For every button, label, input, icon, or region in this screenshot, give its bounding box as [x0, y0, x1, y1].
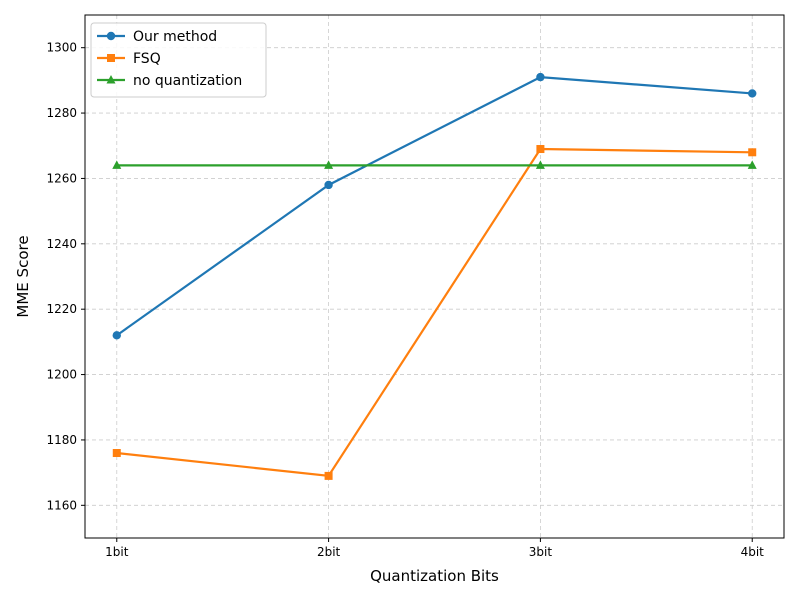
- y-axis-title: MME Score: [14, 235, 32, 317]
- legend-label: no quantization: [133, 73, 242, 89]
- data-point: [112, 160, 122, 169]
- series-2: [112, 160, 757, 169]
- y-tick-label: 1180: [46, 433, 77, 447]
- legend-box: [90, 22, 267, 98]
- series-line: [116, 75, 753, 337]
- y-tick-label: 1200: [46, 368, 77, 382]
- x-axis-title: Quantization Bits: [370, 567, 499, 585]
- legend: Our method FSQ no quantization: [90, 22, 267, 98]
- data-point: [536, 72, 545, 82]
- data-point: [748, 148, 757, 157]
- x-axis-ticks: 1bit 2bit 3bit 4bit: [105, 538, 764, 559]
- data-point: [112, 331, 121, 340]
- x-tick-label: 3bit: [529, 545, 553, 559]
- data-point: [112, 449, 121, 458]
- legend-marker: [106, 75, 116, 84]
- y-tick-label: 1300: [46, 41, 77, 55]
- series-layer: [112, 72, 757, 480]
- data-point: [324, 471, 333, 480]
- data-point: [324, 180, 333, 190]
- series-1: [112, 145, 757, 480]
- data-point: [748, 89, 757, 98]
- legend-label: FSQ: [133, 51, 161, 67]
- x-tick-label: 1bit: [105, 545, 129, 559]
- x-tick-label: 2bit: [317, 545, 341, 559]
- data-point: [747, 160, 757, 169]
- data-point: [535, 160, 545, 169]
- y-tick-label: 1220: [46, 302, 77, 316]
- data-point: [324, 160, 334, 169]
- legend-item: FSQ: [97, 51, 161, 67]
- series-line: [116, 147, 753, 478]
- legend-marker: [107, 54, 115, 62]
- plot-frame: [84, 14, 785, 539]
- legend-item: no quantization: [97, 73, 242, 89]
- y-tick-label: 1280: [46, 106, 77, 120]
- data-point: [536, 145, 545, 154]
- y-tick-label: 1260: [46, 171, 77, 185]
- y-tick-label: 1160: [46, 498, 77, 512]
- legend-item: Our method: [97, 29, 217, 45]
- grid-lines: [85, 15, 784, 538]
- x-tick-label: 4bit: [741, 545, 765, 559]
- y-tick-label: 1240: [46, 237, 77, 251]
- y-axis-ticks: 1160 1180 1200 1220 1240 1260 1280 1300: [46, 41, 85, 512]
- legend-marker: [106, 31, 116, 41]
- legend-label: Our method: [133, 29, 217, 45]
- series-0: [112, 72, 757, 340]
